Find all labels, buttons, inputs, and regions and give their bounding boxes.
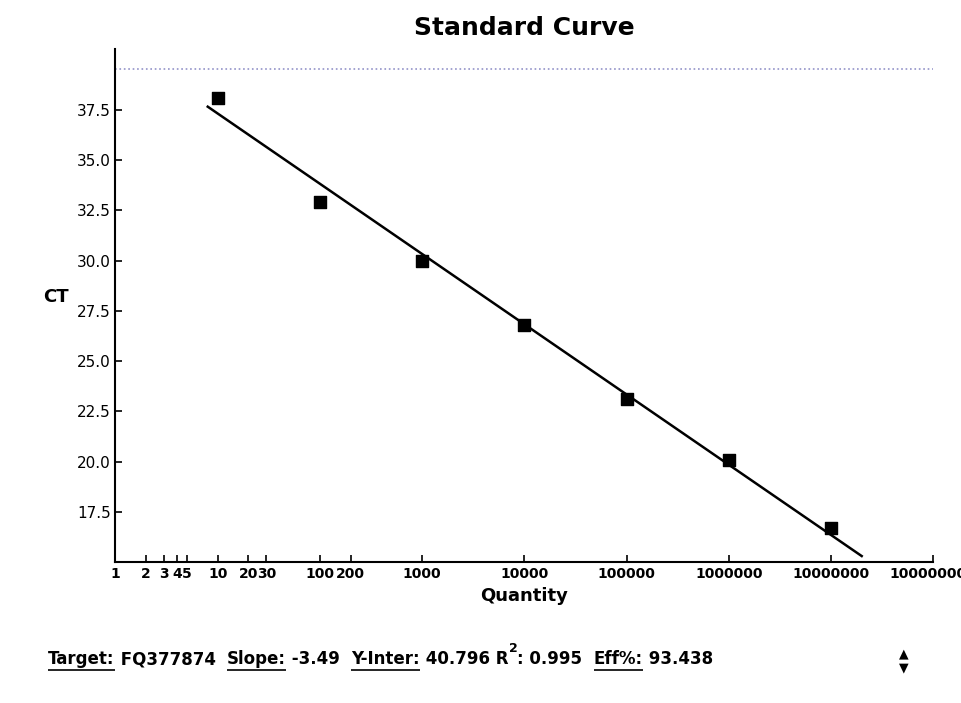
Point	[618, 394, 633, 405]
Text: Y-Inter:: Y-Inter:	[351, 650, 420, 669]
Text: 2: 2	[508, 642, 517, 654]
Point	[516, 319, 531, 330]
Point	[209, 92, 225, 103]
Text: FQ377874: FQ377874	[114, 650, 215, 669]
Text: Slope:: Slope:	[227, 650, 285, 669]
Text: Target:: Target:	[48, 650, 114, 669]
Point	[414, 255, 430, 266]
Text: R: R	[489, 650, 508, 669]
Text: -3.49: -3.49	[285, 650, 339, 669]
Text: 40.796: 40.796	[420, 650, 489, 669]
Text: ▲: ▲	[899, 647, 908, 660]
Point	[721, 454, 736, 465]
Text: ▼: ▼	[899, 662, 908, 674]
Text: : 0.995: : 0.995	[517, 650, 581, 669]
Title: Standard Curve: Standard Curve	[413, 16, 634, 40]
Point	[311, 197, 327, 208]
Point	[823, 522, 838, 534]
Text: 93.438: 93.438	[642, 650, 712, 669]
Y-axis label: CT: CT	[43, 288, 68, 306]
X-axis label: Quantity: Quantity	[480, 587, 568, 605]
Text: Eff%:: Eff%:	[593, 650, 642, 669]
